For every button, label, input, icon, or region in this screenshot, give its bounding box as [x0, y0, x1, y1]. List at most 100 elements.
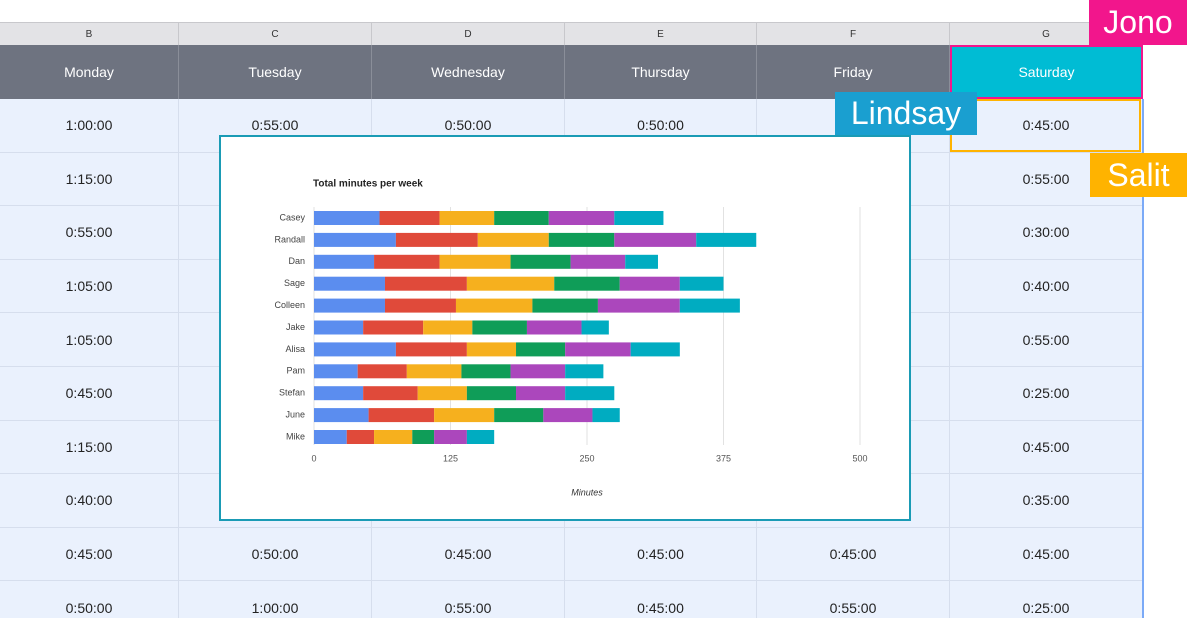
- bar-segment: [679, 298, 740, 313]
- x-axis-label: Minutes: [571, 487, 603, 497]
- embedded-chart[interactable]: Total minutes per week Minutes 0 125 250 37…: [219, 135, 911, 521]
- bar-segment: [455, 298, 533, 313]
- cell: 0:55:00: [179, 99, 372, 153]
- bar-segment: [314, 232, 396, 247]
- bar-segment: [554, 276, 620, 291]
- cell: 0:55:00: [0, 206, 179, 260]
- cell: 0:25:00: [950, 581, 1143, 618]
- bar-segment: [516, 386, 566, 401]
- bar-segment: [510, 364, 566, 379]
- cell: 0:30:00: [950, 206, 1143, 260]
- bar-segment: [395, 342, 467, 357]
- cell: 0:25:00: [950, 367, 1143, 421]
- header-cell: Thursday: [565, 45, 757, 99]
- selection-box: [950, 99, 1141, 152]
- bar-segment: [565, 364, 604, 379]
- cursor-line: [1142, 99, 1144, 618]
- bar-segment: [592, 408, 620, 423]
- bar-segment: [314, 430, 347, 444]
- cell: 0:50:00: [179, 527, 372, 582]
- bar-segment: [570, 254, 626, 269]
- header-cell: Tuesday: [179, 45, 372, 99]
- bar-segment: [630, 342, 680, 357]
- bar-segment: [439, 211, 495, 225]
- y-tick-label: Jake: [286, 322, 305, 332]
- bar-segment: [543, 408, 593, 423]
- column-letter: B: [0, 22, 179, 45]
- bar-segment: [466, 276, 555, 291]
- cell: 0:55:00: [757, 581, 950, 618]
- bar-segment: [314, 342, 396, 357]
- x-tick-label: 125: [443, 453, 458, 463]
- bar-segment: [619, 276, 680, 291]
- bar-segment: [548, 232, 615, 247]
- bar-segment: [466, 342, 517, 357]
- cell: 1:05:00: [0, 259, 179, 314]
- bar-segment: [314, 364, 358, 379]
- bar-segment: [368, 408, 435, 423]
- bar-segment: [526, 320, 582, 335]
- bar-segment: [548, 211, 615, 225]
- cell: 1:15:00: [0, 420, 179, 475]
- bar-segment: [384, 298, 456, 313]
- cell: 0:45:00: [950, 99, 1143, 153]
- bar-segment: [565, 342, 631, 357]
- bar-segment: [565, 386, 615, 401]
- cell: 0:45:00: [0, 527, 179, 582]
- cell: 0:35:00: [950, 474, 1143, 528]
- bar-segment: [516, 342, 566, 357]
- cell: 0:50:00: [0, 581, 179, 618]
- x-tick-label: 500: [852, 453, 867, 463]
- chart-title: Total minutes per week: [313, 179, 423, 190]
- bar-segment: [412, 430, 435, 444]
- cell: 1:00:00: [0, 99, 179, 153]
- collaborator-tag: Salit: [1090, 153, 1187, 197]
- bar-segment: [314, 298, 385, 313]
- y-tick-label: Pam: [286, 366, 305, 376]
- bar-segment: [417, 386, 467, 401]
- bar-segment: [314, 211, 380, 225]
- bar-segment: [314, 408, 369, 423]
- bar-segment: [477, 232, 549, 247]
- cell: 0:45:00: [565, 527, 757, 582]
- y-tick-label: June: [285, 409, 305, 419]
- bar-segment: [379, 211, 440, 225]
- bar-segment: [374, 254, 440, 269]
- bar-segment: [406, 364, 462, 379]
- cell: 0:45:00: [950, 527, 1143, 582]
- header-cell: Monday: [0, 45, 179, 99]
- cell: 0:45:00: [757, 527, 950, 582]
- x-tick-label: 375: [716, 453, 731, 463]
- cell: 0:55:00: [950, 313, 1143, 367]
- y-tick-label: Stefan: [279, 388, 305, 398]
- y-tick-label: Randall: [274, 234, 305, 244]
- y-tick-label: Casey: [279, 212, 305, 222]
- bar-segment: [472, 320, 527, 335]
- header-cell: Friday: [757, 45, 950, 99]
- bar-segment: [625, 254, 658, 269]
- y-tick-label: Sage: [284, 278, 305, 288]
- cell: 1:00:00: [179, 581, 372, 618]
- header-cell: Wednesday: [372, 45, 565, 99]
- bar-segment: [314, 254, 375, 269]
- bar-segment: [614, 211, 664, 225]
- bar-segment: [346, 430, 375, 444]
- bar-segment: [494, 408, 544, 423]
- cell: 0:45:00: [372, 527, 565, 582]
- bar-segment: [466, 386, 517, 401]
- bar-segment: [439, 254, 511, 269]
- bar-segment: [696, 232, 757, 247]
- column-letter: F: [757, 22, 950, 45]
- collaborator-tag: Jono: [1089, 0, 1187, 45]
- header-cell: Saturday: [950, 45, 1143, 99]
- cell: 1:05:00: [0, 313, 179, 367]
- bar-segment: [614, 232, 697, 247]
- bar-segment: [423, 320, 473, 335]
- bar-segment: [314, 386, 364, 401]
- bar-segment: [314, 320, 364, 335]
- bar-segment: [461, 364, 511, 379]
- cell: 0:45:00: [950, 420, 1143, 475]
- bar-segment: [363, 386, 418, 401]
- cell: 0:55:00: [372, 581, 565, 618]
